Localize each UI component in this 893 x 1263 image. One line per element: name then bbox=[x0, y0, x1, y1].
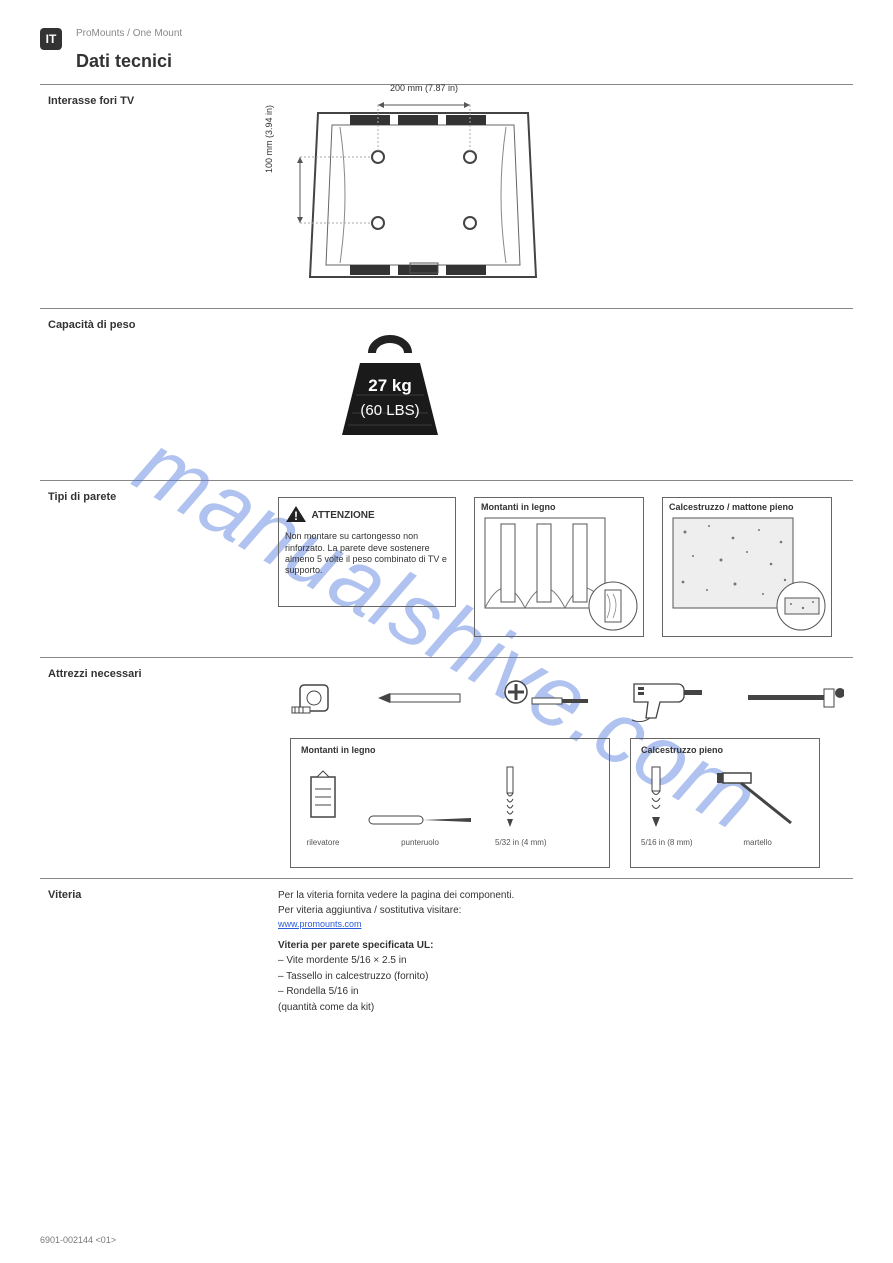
hw-url-link[interactable]: www.promounts.com bbox=[278, 919, 362, 929]
caution-text: Non montare su cartongesso non rinforzat… bbox=[285, 531, 449, 576]
ul-qty: (quantità come da kit) bbox=[278, 1001, 845, 1016]
drillbit-532-icon bbox=[495, 763, 525, 833]
tape-measure-icon bbox=[290, 677, 340, 719]
hardware-block: Per la viteria fornita vedere la pagina … bbox=[270, 879, 853, 1027]
stud-finder-icon bbox=[301, 769, 345, 833]
header: ProMounts / One Mount Dati tecnici bbox=[76, 28, 853, 72]
ul-anchor: – Tassello in calcestruzzo (fornito) bbox=[278, 970, 845, 985]
ul-washer: – Rondella 5/16 in bbox=[278, 985, 845, 1000]
row-hardware-label: Viteria bbox=[48, 889, 262, 901]
weight-lbs: (60 LBS) bbox=[360, 402, 419, 419]
drill-icon bbox=[628, 674, 708, 722]
weight-icon: 27 kg (60 LBS) bbox=[278, 319, 845, 470]
hammer-icon bbox=[713, 763, 803, 833]
tv-back-diagram bbox=[278, 95, 548, 295]
toolbox-wood-title: Montanti in legno bbox=[301, 745, 599, 755]
awl-cap: punteruolo bbox=[365, 838, 475, 847]
warning-icon: ! bbox=[285, 504, 307, 527]
phillips-icon bbox=[502, 680, 592, 717]
footer-code: 6901-002144 <01> bbox=[40, 1235, 116, 1245]
awl-icon bbox=[365, 807, 475, 833]
row-vesa-label: Interasse fori TV bbox=[48, 95, 262, 107]
ul-title: Viteria per parete specificata UL: bbox=[278, 939, 845, 954]
page-title: Dati tecnici bbox=[76, 51, 853, 72]
concrete-card: Calcestruzzo / mattone pieno bbox=[662, 497, 832, 637]
socket-wrench-icon bbox=[744, 685, 844, 711]
bit-532-cap: 5/32 in (4 mm) bbox=[495, 838, 547, 847]
concrete-caption: Calcestruzzo / mattone pieno bbox=[669, 502, 794, 512]
row-tools-label: Attrezzi necessari bbox=[48, 668, 262, 680]
hammer-cap: martello bbox=[713, 838, 803, 847]
ul-lag: – Vite mordente 5/16 × 2.5 in bbox=[278, 954, 845, 969]
page-badge: IT bbox=[40, 28, 62, 50]
weight-kg: 27 kg bbox=[368, 376, 411, 395]
wood-stud-card: Montanti in legno bbox=[474, 497, 644, 637]
tools-common bbox=[278, 668, 845, 738]
row-walls-label: Tipi di parete bbox=[48, 491, 262, 503]
toolbox-concrete-title: Calcestruzzo pieno bbox=[641, 745, 809, 755]
toolbox-wood: Montanti in legno rilevatore bbox=[290, 738, 610, 868]
vesa-width-label: 200 mm (7.87 in) bbox=[390, 83, 458, 93]
caution-box: ! ATTENZIONE Non montare su cartongesso … bbox=[278, 497, 456, 607]
caution-title: ATTENZIONE bbox=[312, 510, 375, 521]
toolbox-concrete: Calcestruzzo pieno 5/16 in (8 mm) bbox=[630, 738, 820, 868]
studfinder-cap: rilevatore bbox=[301, 838, 345, 847]
pencil-icon bbox=[376, 689, 466, 707]
wood-stud-caption: Montanti in legno bbox=[481, 502, 556, 512]
drillbit-516-icon bbox=[641, 763, 671, 833]
spec-table: Interasse fori TV bbox=[40, 84, 853, 1026]
bit-516-cap: 5/16 in (8 mm) bbox=[641, 838, 693, 847]
hw-note1: Per la viteria fornita vedere la pagina … bbox=[278, 889, 845, 904]
row-weight-label: Capacità di peso bbox=[48, 319, 262, 331]
vesa-height-label: 100 mm (3.94 in) bbox=[264, 105, 274, 173]
svg-text:!: ! bbox=[294, 509, 298, 523]
vesa-diagram-cell: 200 mm (7.87 in) 100 mm (3.94 in) bbox=[270, 85, 853, 309]
brand-line: ProMounts / One Mount bbox=[76, 28, 853, 39]
hw-note2: Per viteria aggiuntiva / sostitutiva vis… bbox=[278, 904, 845, 919]
